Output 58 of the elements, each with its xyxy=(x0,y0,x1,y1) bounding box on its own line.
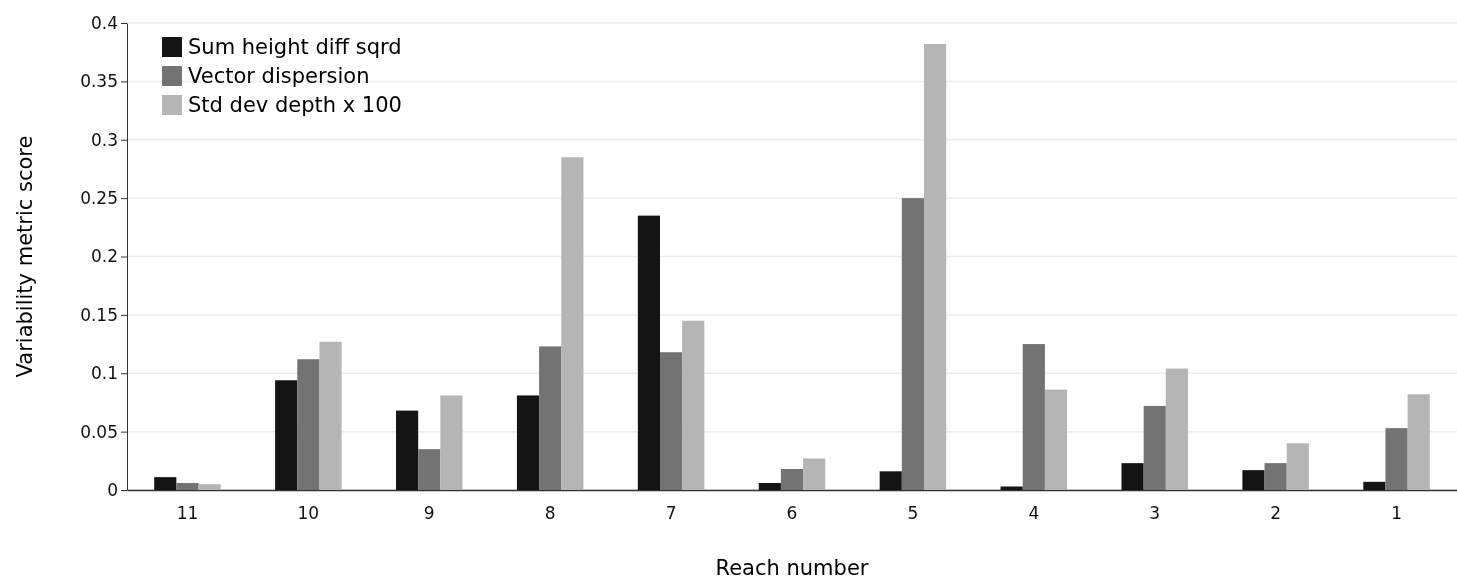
bar xyxy=(1264,463,1287,490)
bar xyxy=(682,320,705,490)
bar xyxy=(418,449,441,490)
bar xyxy=(758,483,781,490)
bar xyxy=(154,477,177,490)
bar xyxy=(297,359,320,490)
y-tick-label: 0.15 xyxy=(80,304,118,325)
bar xyxy=(1000,486,1023,490)
bar xyxy=(1385,428,1408,490)
y-tick-label: 0.4 xyxy=(90,12,118,33)
bar xyxy=(319,341,342,490)
y-tick-label: 0.25 xyxy=(80,188,118,209)
bar xyxy=(1022,344,1045,490)
y-tick-label: 0.1 xyxy=(90,363,118,384)
x-tick-label: 5 xyxy=(907,502,919,523)
bar xyxy=(1363,481,1386,490)
y-tick-label: 0.3 xyxy=(90,129,118,150)
x-tick-label: 9 xyxy=(423,502,435,523)
bar xyxy=(901,198,924,490)
x-tick-label: 7 xyxy=(665,502,677,523)
x-tick-label: 3 xyxy=(1149,502,1161,523)
legend-label: Sum height diff sqrd xyxy=(188,35,402,59)
bar xyxy=(1286,443,1309,490)
y-tick-label: 0.2 xyxy=(90,246,118,267)
x-tick-label: 4 xyxy=(1028,502,1040,523)
x-tick-label: 6 xyxy=(786,502,798,523)
bar xyxy=(1143,405,1166,490)
bar xyxy=(660,352,683,490)
bar xyxy=(1044,389,1068,490)
bar xyxy=(516,395,540,490)
bar xyxy=(1407,394,1430,490)
bar xyxy=(396,410,419,490)
x-axis-title: Reach number xyxy=(715,556,869,580)
bar xyxy=(440,395,463,490)
bar xyxy=(923,44,947,490)
y-tick-label: 0 xyxy=(107,479,118,500)
bar xyxy=(1242,470,1265,490)
bar xyxy=(637,215,661,490)
bar xyxy=(1121,463,1144,490)
y-axis-title: Variability metric score xyxy=(13,135,37,378)
bar xyxy=(176,483,199,490)
y-tick-label: 0.35 xyxy=(80,71,118,92)
bar xyxy=(803,458,826,490)
bar xyxy=(561,157,584,490)
x-tick-label: 11 xyxy=(176,502,199,523)
x-tick-label: 8 xyxy=(544,502,556,523)
x-tick-label: 1 xyxy=(1391,502,1402,523)
bar xyxy=(879,471,902,490)
x-tick-label: 10 xyxy=(297,502,320,523)
legend-label: Std dev depth x 100 xyxy=(188,93,402,117)
y-tick-label: 0.05 xyxy=(80,421,118,442)
bar xyxy=(1165,368,1188,490)
bar xyxy=(780,468,804,490)
legend-label: Vector dispersion xyxy=(188,64,370,88)
bar xyxy=(198,484,221,490)
bar xyxy=(539,346,562,490)
bar xyxy=(275,380,298,490)
x-tick-label: 2 xyxy=(1270,502,1282,523)
